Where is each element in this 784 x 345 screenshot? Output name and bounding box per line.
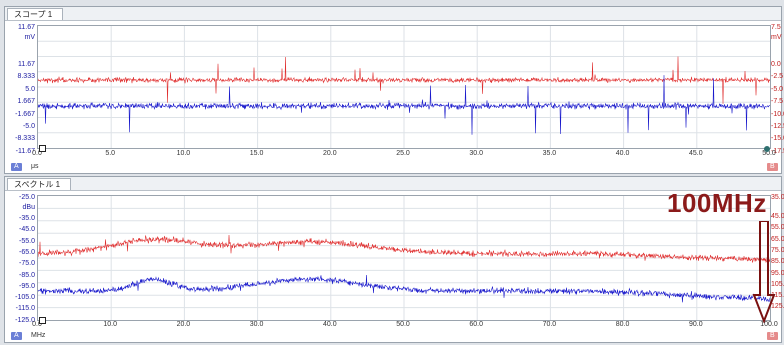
scope-x-tick-9: 45.0 (688, 150, 703, 157)
scope-x-tick-8: 40.0 (615, 150, 630, 157)
scope-right-tick-2: -5.0 (771, 85, 784, 93)
scope-x-tick-2: 10.0 (176, 150, 191, 157)
annotation-arrow-icon (752, 221, 776, 323)
scope-right-top-value: 7.5 (771, 24, 781, 31)
scope-right-tick-3: -7.5 (771, 98, 784, 106)
spectrum-left-tick-3: -65.0 (19, 248, 35, 256)
scope-left-tick-5: -5.0 (22, 123, 35, 130)
scope-left-tick-1: 8.333 (17, 73, 35, 81)
scope-right-tick-1: -2.5 (771, 73, 784, 81)
scope-left-tick-2: 5.0 (25, 85, 35, 93)
spectrum-tab-bar: スペクトル 1 (5, 177, 781, 191)
spectrum-panel: スペクトル 1 -25.0 dBu 35.0 -35.0 -45.0 -55.0 -6… (4, 176, 784, 343)
spectrum-x-tick-8: 80.0 (615, 321, 630, 328)
scope-trace-canvas (38, 26, 770, 148)
spectrum-right-tick-3: 75.0 (771, 246, 784, 254)
scope-x-tick-7: 35.0 (542, 150, 557, 157)
spectrum-x-tick-6: 60.0 (469, 321, 483, 328)
spectrum-right-tick-1: 55.0 (771, 224, 784, 232)
scope-right-tick-6: -15.0 (771, 135, 784, 143)
spectrum-right-top-value: 35.0 (771, 194, 784, 201)
spectrum-right-tick-7: 115.0 (771, 292, 784, 300)
spectrum-trace-channel-a (38, 274, 770, 303)
spectrum-left-tick-8: -115.0 (15, 305, 35, 313)
spectrum-channel-a-chip[interactable]: A (11, 332, 22, 340)
spectrum-right-tick-8: 125.0 (771, 303, 784, 311)
tab-spectrum-1[interactable]: スペクトル 1 (7, 178, 72, 190)
scope-trace-channel-a (38, 75, 770, 135)
scope-x-tick-0: 0.0 (32, 150, 42, 157)
scope-cursor-handle[interactable] (39, 145, 46, 152)
spectrum-left-tick-2: -55.0 (19, 237, 35, 245)
scope-plot-area[interactable] (37, 25, 771, 149)
spectrum-right-tick-4: 85.0 (771, 258, 784, 266)
scope-tab-bar: スコープ 1 (5, 7, 781, 21)
scope-trace-channel-b (38, 56, 770, 104)
spectrum-x-tick-2: 20.0 (176, 321, 191, 328)
spectrum-left-top-value: -25.0 (19, 194, 35, 201)
tab-scope-1[interactable]: スコープ 1 (7, 8, 64, 20)
spectrum-trace-canvas (38, 196, 770, 320)
spectrum-left-unit: dBu (22, 204, 35, 211)
scope-left-top-value: 11.67 (18, 24, 35, 31)
scope-left-unit: mV (24, 34, 36, 41)
spectrum-right-tick-2: 65.0 (771, 235, 784, 243)
spectrum-left-tick-5: -85.0 (19, 271, 35, 279)
scope-x-tick-6: 30.0 (469, 150, 483, 157)
scope-right-tick-7: -17.5 (771, 147, 784, 155)
frequency-annotation-label: 100MHz (667, 188, 767, 218)
spectrum-channel-b-chip[interactable]: B (767, 332, 778, 340)
spectrum-left-tick-6: -95.0 (19, 282, 35, 290)
scope-left-tick-3: 1.667 (17, 98, 35, 106)
scope-left-tick-6: -8.333 (15, 135, 35, 143)
spectrum-right-tick-6: 105.0 (771, 280, 784, 288)
scope-right-tick-4: -10.0 (771, 110, 784, 118)
spectrum-right-tick-5: 95.0 (771, 269, 784, 277)
scope-right-unit: mV (771, 34, 782, 41)
spectrum-left-tick-0: -35.0 (19, 215, 35, 222)
scope-x-tick-3: 15.0 (249, 150, 264, 157)
spectrum-left-tick-1: -45.0 (19, 226, 35, 234)
scope-trigger-marker[interactable] (764, 146, 770, 152)
spectrum-trace-channel-b (38, 234, 770, 264)
spectrum-x-tick-0: 0.0 (32, 321, 42, 328)
scope-left-tick-4: -1.667 (15, 110, 35, 118)
spectrum-x-tick-5: 50.0 (396, 321, 410, 328)
scope-x-tick-4: 20.0 (322, 150, 337, 157)
scope-right-tick-0: 0.0 (771, 61, 781, 68)
spectrum-x-tick-3: 30.0 (249, 321, 264, 328)
scope-x-tick-10: 50.0 (762, 150, 776, 157)
spectrum-x-unit: MHz (31, 332, 46, 339)
spectrum-left-tick-7: -105.0 (15, 294, 35, 302)
spectrum-cursor-handle[interactable] (39, 317, 46, 324)
spectrum-x-tick-4: 40.0 (322, 321, 337, 328)
spectrum-x-tick-10: 100.0 (760, 321, 778, 328)
spectrum-x-tick-9: 90.0 (688, 321, 703, 328)
scope-x-tick-1: 5.0 (105, 150, 116, 157)
spectrum-right-tick-0: 45.0 (771, 213, 784, 220)
spectrum-left-tick-9: -125.0 (15, 316, 35, 324)
spectrum-x-tick-1: 10.0 (103, 321, 117, 328)
spectrum-x-tick-7: 70.0 (542, 321, 557, 328)
spectrum-plot-area[interactable] (37, 195, 771, 321)
scope-channel-a-chip[interactable]: A (11, 163, 22, 171)
scope-channel-b-chip[interactable]: B (767, 163, 778, 171)
scope-left-tick-7: -11.67 (15, 147, 35, 155)
spectrum-left-tick-4: -75.0 (19, 260, 35, 268)
scope-right-tick-5: -12.5 (771, 123, 784, 130)
scope-panel: スコープ 1 11.67 mV 7.5 mV 11.67 8.333 5.0 1.66… (4, 6, 784, 174)
scope-x-unit: μs (31, 163, 39, 170)
scope-x-tick-5: 25.0 (396, 150, 410, 157)
scope-left-tick-0: 11.67 (18, 61, 35, 68)
